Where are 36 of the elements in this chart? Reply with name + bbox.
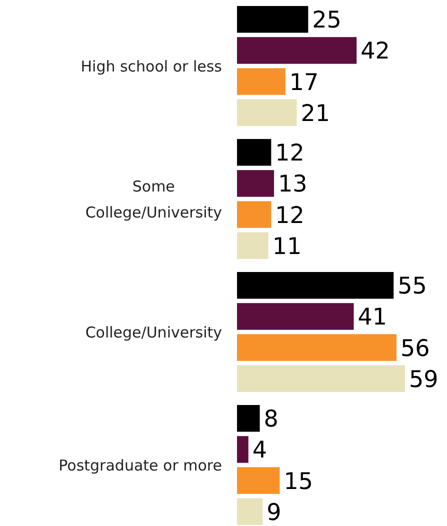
data-label: 4 — [252, 438, 268, 464]
bar — [237, 37, 357, 64]
y-tick-label: High school or less — [80, 57, 222, 76]
y-tick-label: Some College/University — [85, 177, 222, 222]
bar — [237, 232, 268, 259]
bar — [237, 139, 272, 166]
data-label: 55 — [398, 274, 427, 300]
data-label: 17 — [289, 70, 319, 96]
bar — [237, 68, 286, 95]
data-label: 25 — [312, 8, 342, 34]
bar — [237, 6, 308, 33]
data-label: 12 — [275, 202, 304, 229]
bar — [237, 405, 260, 432]
bar — [237, 99, 297, 126]
bar — [237, 170, 274, 197]
data-label: 15 — [284, 468, 313, 495]
data-label: 41 — [358, 304, 388, 331]
bar — [237, 303, 354, 330]
data-label: 12 — [275, 140, 304, 167]
y-tick-label: Postgraduate or more — [58, 456, 222, 474]
bar — [237, 498, 263, 525]
data-label: 42 — [360, 38, 390, 65]
data-label: 59 — [409, 366, 438, 393]
bar — [237, 365, 405, 392]
data-label: 9 — [266, 500, 282, 526]
bar — [237, 334, 396, 361]
data-label: 11 — [272, 234, 302, 260]
bar — [237, 272, 394, 299]
data-label: 8 — [264, 406, 278, 433]
bar — [237, 201, 272, 228]
data-label: 21 — [300, 100, 330, 127]
data-label: 13 — [278, 172, 308, 198]
y-tick-label: College/University — [85, 323, 222, 342]
bar — [237, 467, 280, 494]
bar — [237, 436, 248, 463]
data-label: 56 — [400, 336, 430, 362]
